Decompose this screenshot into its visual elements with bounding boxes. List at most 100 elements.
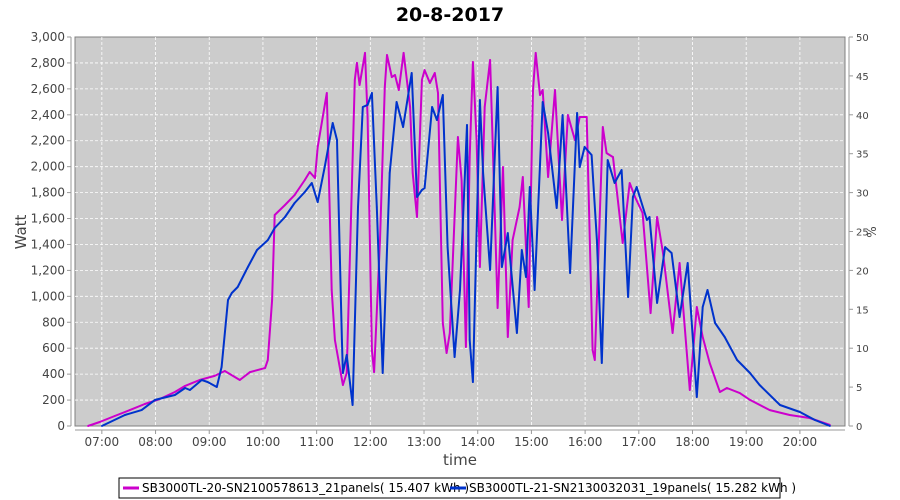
data-point: [520, 249, 523, 251]
y2-tick-label: 40: [856, 111, 869, 122]
data-point: [518, 206, 521, 208]
data-point: [436, 119, 438, 121]
x-tick-label: 14:00: [460, 435, 495, 449]
data-point: [371, 349, 373, 351]
data-point: [714, 322, 716, 324]
data-point: [303, 179, 306, 181]
data-point: [465, 346, 467, 348]
y-tick-label: 3,000: [31, 30, 65, 44]
data-point: [471, 61, 474, 63]
y-tick-label: 1,000: [31, 289, 65, 303]
axes: 02004006008001,0001,2001,4001,6001,8002,…: [31, 30, 869, 449]
data-point: [708, 362, 711, 364]
data-point: [478, 99, 481, 101]
y-tick-label: 0: [57, 419, 65, 433]
y2-tick-label: 25: [856, 228, 869, 239]
data-point: [441, 94, 444, 96]
data-point: [478, 266, 481, 268]
data-point: [496, 86, 499, 88]
data-point: [308, 171, 311, 173]
data-point: [220, 366, 223, 368]
data-point: [431, 106, 433, 108]
data-point: [627, 296, 629, 298]
x-tick-label: 08:00: [138, 435, 173, 449]
data-point: [649, 312, 652, 314]
data-point: [402, 126, 404, 128]
data-point: [489, 59, 491, 61]
data-point: [388, 172, 391, 174]
data-point: [266, 239, 269, 241]
series-lines: [86, 51, 831, 427]
data-point: [600, 362, 603, 364]
x-tick-label: 12:00: [353, 435, 388, 449]
data-point: [154, 399, 156, 401]
data-point: [528, 186, 531, 188]
data-point: [351, 404, 354, 406]
data-point: [758, 384, 761, 386]
data-point: [468, 156, 471, 158]
data-point: [441, 322, 444, 324]
data-point: [500, 266, 503, 268]
data-point: [561, 114, 564, 116]
data-point: [316, 201, 319, 203]
data-point: [416, 216, 418, 218]
data-point: [502, 166, 504, 168]
data-point: [635, 186, 638, 188]
data-point: [445, 352, 448, 354]
data-point: [310, 182, 313, 184]
data-point: [293, 194, 296, 196]
data-point: [483, 106, 486, 108]
series-points-1: [100, 72, 831, 427]
data-point: [184, 387, 186, 389]
data-point: [247, 266, 249, 268]
data-point: [701, 306, 704, 308]
data-point: [585, 116, 588, 118]
data-point: [547, 176, 549, 178]
y2-tick-label: 0: [856, 422, 862, 433]
data-point: [184, 385, 186, 387]
data-point: [578, 166, 581, 168]
data-point: [534, 52, 537, 54]
data-point: [569, 272, 571, 274]
x-tick-label: 07:00: [85, 435, 120, 449]
data-point: [366, 104, 369, 106]
data-point: [331, 122, 334, 124]
data-point: [567, 114, 569, 116]
data-point: [416, 196, 418, 198]
data-point: [695, 396, 698, 398]
data-point: [596, 239, 598, 241]
plot-area: [74, 36, 846, 427]
data-point: [397, 89, 400, 91]
data-point: [701, 336, 704, 338]
data-point: [496, 307, 499, 309]
data-point: [284, 216, 286, 218]
data-point: [664, 246, 667, 248]
data-point: [601, 126, 604, 128]
data-point: [238, 379, 241, 381]
y-tick-label: 200: [42, 393, 65, 407]
data-point: [798, 411, 801, 413]
data-point: [576, 112, 578, 114]
data-point: [460, 179, 463, 181]
data-point: [645, 219, 648, 221]
data-point: [271, 299, 273, 301]
chart-title: 20-8-2017: [396, 4, 504, 26]
data-point: [173, 391, 176, 393]
y-tick-label: 400: [42, 367, 65, 381]
legend: SB3000TL-20-SN2100578613_21panels( 15.40…: [118, 477, 796, 499]
data-point: [433, 72, 436, 74]
data-point: [539, 94, 541, 96]
x-tick-label: 16:00: [568, 435, 603, 449]
data-point: [128, 409, 131, 411]
data-point: [555, 207, 558, 209]
data-point: [357, 206, 359, 208]
data-point: [738, 392, 741, 394]
data-point: [656, 216, 658, 218]
data-point: [583, 146, 586, 148]
data-point: [345, 372, 348, 374]
data-point: [591, 349, 594, 351]
data-point: [788, 414, 791, 416]
data-point: [533, 289, 536, 291]
x-tick-label: 13:00: [407, 435, 442, 449]
data-point: [525, 276, 527, 278]
